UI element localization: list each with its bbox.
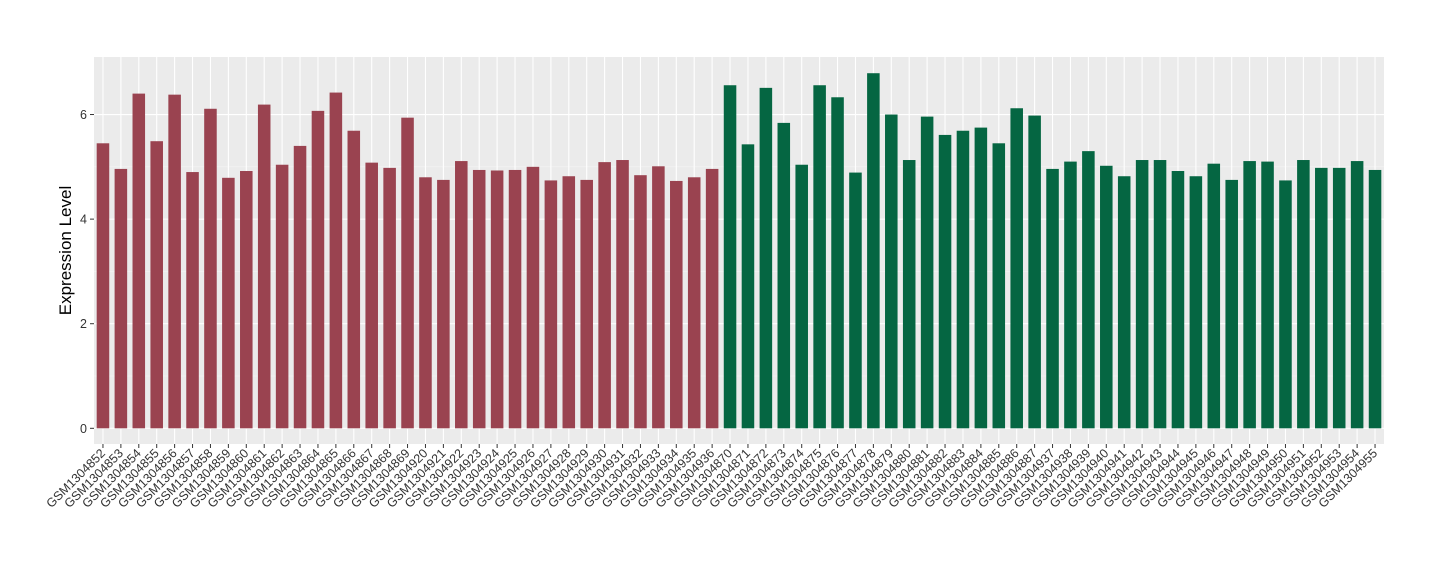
bar: [867, 73, 880, 429]
bar: [938, 134, 952, 429]
bar: [741, 144, 755, 429]
y-tick-label: 6: [80, 108, 87, 122]
bar: [992, 143, 1006, 429]
bar: [240, 171, 253, 429]
bar: [1243, 161, 1256, 429]
bar: [472, 169, 486, 429]
plot-panel: [94, 57, 1384, 444]
bar: [1225, 179, 1238, 429]
bar: [1117, 176, 1131, 429]
bar: [902, 160, 916, 429]
bar: [150, 141, 163, 429]
bar: [795, 164, 808, 429]
bar: [419, 177, 432, 429]
bar: [1082, 151, 1095, 429]
bar: [1297, 160, 1310, 429]
bar: [1261, 161, 1274, 429]
bar: [455, 161, 468, 429]
bar: [365, 162, 378, 429]
bar: [1315, 167, 1328, 429]
bar: [257, 104, 271, 429]
bars: [96, 73, 1382, 429]
bar: [1350, 161, 1364, 429]
bar: [1207, 163, 1221, 429]
x-axis: GSM1304852GSM1304853GSM1304854GSM1304855…: [44, 444, 1380, 511]
y-axis-label: Expression Level: [56, 186, 75, 315]
bar: [634, 175, 647, 429]
bar: [1100, 165, 1113, 429]
bar: [670, 180, 683, 429]
bar: [544, 180, 558, 429]
minor-gridlines: [94, 166, 1384, 377]
bar: [437, 179, 450, 429]
bar: [1046, 168, 1059, 429]
y-tick-label: 0: [80, 422, 87, 436]
bar: [186, 172, 199, 429]
bar: [777, 122, 791, 429]
bar: [293, 145, 307, 429]
bar: [831, 97, 844, 429]
bar: [580, 179, 593, 429]
bar: [347, 130, 361, 429]
bar: [132, 93, 146, 429]
bar: [168, 94, 181, 429]
bar: [687, 177, 701, 429]
bar: [275, 164, 289, 429]
bar: [813, 85, 826, 429]
bar: [490, 170, 504, 429]
bar: [1279, 180, 1292, 429]
bar: [562, 176, 576, 429]
bar: [508, 169, 522, 429]
bar: [920, 116, 934, 429]
bar: [526, 166, 540, 429]
bar: [598, 162, 611, 429]
bar: [705, 168, 719, 429]
bar: [401, 117, 414, 429]
bar: [1135, 160, 1149, 429]
bar: [1368, 169, 1382, 429]
bar: [96, 143, 110, 429]
bar: [114, 168, 128, 429]
bar: [652, 166, 665, 429]
y-tick-label: 4: [80, 213, 87, 227]
bar: [383, 167, 396, 429]
bar: [974, 127, 988, 429]
bar: [759, 87, 773, 429]
bar: [1064, 161, 1077, 429]
bar: [723, 85, 737, 429]
bar: [1171, 171, 1185, 429]
bar: [956, 130, 970, 429]
bar: [204, 108, 217, 429]
bar: [885, 114, 898, 429]
bar: [1028, 115, 1041, 429]
bar: [1153, 160, 1167, 429]
bar: [1189, 176, 1203, 429]
bar: [222, 177, 235, 429]
bar: [311, 110, 325, 429]
bar: [329, 92, 343, 429]
y-tick-label: 2: [80, 317, 87, 331]
bar: [1332, 167, 1346, 429]
bar: [1010, 108, 1023, 429]
bar: [616, 160, 629, 429]
y-axis: 0 2 4 6: [80, 108, 94, 436]
bar: [849, 172, 862, 429]
